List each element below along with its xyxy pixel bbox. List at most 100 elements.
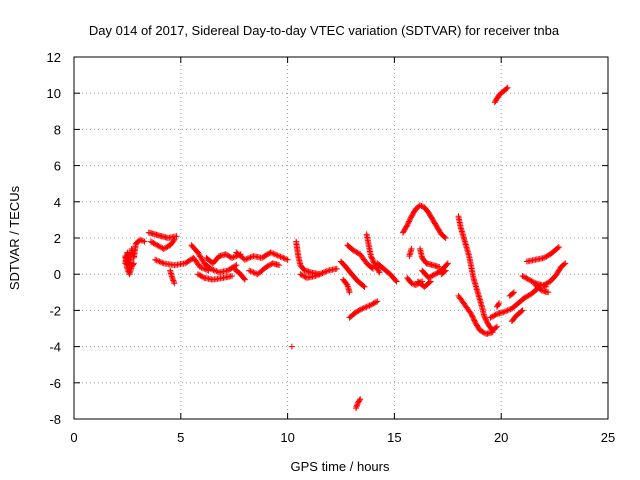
- data-point: [493, 323, 500, 330]
- data-point: [504, 307, 511, 314]
- data-point: [542, 254, 549, 261]
- data-point: [375, 268, 382, 275]
- data-point: [233, 262, 240, 269]
- data-point: [354, 402, 361, 409]
- data-point: [284, 256, 291, 263]
- data-point: [374, 298, 381, 305]
- data-point: [361, 283, 368, 290]
- data-point: [229, 254, 236, 261]
- data-point: [318, 270, 325, 277]
- data-point: [444, 260, 451, 267]
- data-point: [525, 276, 532, 283]
- data-point: [483, 318, 490, 325]
- data-point: [506, 306, 513, 313]
- data-point: [523, 275, 530, 282]
- data-point: [194, 271, 201, 278]
- data-point: [492, 324, 499, 331]
- data-point: [350, 247, 357, 254]
- data-point: [369, 256, 376, 263]
- data-point: [425, 274, 432, 281]
- data-point: [140, 238, 147, 245]
- data-point: [441, 268, 448, 275]
- data-point: [155, 257, 162, 264]
- data-point: [542, 281, 549, 288]
- data-point: [433, 270, 440, 277]
- data-point: [491, 312, 498, 319]
- data-point: [443, 261, 450, 268]
- data-point: [273, 251, 280, 258]
- data-point: [155, 242, 162, 249]
- data-point: [521, 294, 528, 301]
- data-point: [231, 253, 238, 260]
- data-point: [271, 251, 278, 258]
- data-point: [173, 233, 180, 240]
- data-point: [407, 215, 414, 222]
- data-point: [357, 396, 364, 403]
- data-point: [199, 265, 206, 272]
- data-point: [363, 303, 370, 310]
- data-point: [442, 267, 449, 274]
- data-point: [213, 268, 220, 275]
- data-point: [482, 316, 489, 323]
- data-point: [367, 301, 374, 308]
- data-point: [487, 314, 494, 321]
- x-tick-label: 10: [280, 430, 294, 445]
- chart-title: Day 014 of 2017, Sidereal Day-to-day VTE…: [89, 23, 560, 38]
- data-point: [171, 236, 178, 243]
- data-point: [471, 317, 478, 324]
- data-point: [297, 271, 304, 278]
- x-tick-label: 15: [387, 430, 401, 445]
- data-point: [222, 251, 229, 258]
- data-point: [504, 84, 511, 91]
- data-point: [274, 252, 281, 259]
- data-point: [529, 278, 536, 285]
- data-point: [149, 239, 156, 246]
- data-point: [200, 274, 207, 281]
- data-point: [249, 268, 255, 275]
- data-point: [430, 271, 437, 278]
- data-point: [130, 260, 137, 267]
- data-point: [362, 304, 369, 311]
- data-point: [441, 234, 448, 241]
- data-point: [241, 275, 248, 282]
- data-point: [405, 219, 412, 226]
- data-point: [229, 273, 236, 280]
- data-point: [376, 269, 383, 276]
- data-point: [366, 302, 373, 309]
- data-point: [196, 271, 203, 278]
- data-point: [370, 259, 377, 266]
- data-point: [373, 299, 380, 306]
- data-point: [528, 278, 535, 285]
- data-point: [519, 307, 526, 314]
- data-point: [431, 271, 438, 278]
- data-point: [319, 269, 326, 276]
- data-point: [531, 279, 538, 286]
- data-point: [277, 253, 284, 260]
- data-point: [322, 268, 329, 275]
- data-point: [358, 306, 365, 313]
- data-point: [545, 289, 552, 296]
- data-point: [247, 268, 254, 275]
- data-point: [543, 280, 550, 287]
- data-point: [163, 244, 170, 251]
- data-point: [562, 260, 569, 267]
- data-point: [209, 266, 216, 273]
- data-point: [481, 314, 488, 321]
- data-point: [371, 299, 378, 306]
- data-point: [356, 307, 363, 314]
- data-point: [484, 319, 491, 326]
- data-point: [225, 252, 232, 259]
- tick-labels: 0 5 10 15 20 25 -8 -6 -4 -2 0 2 4 6 8 10 12: [47, 50, 616, 445]
- data-point: [353, 249, 360, 256]
- data-point: [278, 254, 285, 261]
- data-point: [333, 265, 340, 272]
- data-point: [164, 243, 171, 250]
- data-point: [197, 263, 204, 270]
- x-tick-label: 25: [601, 430, 615, 445]
- data-point: [353, 403, 360, 410]
- y-tick-label: -4: [49, 340, 61, 355]
- y-tick-label: 0: [54, 267, 61, 282]
- data-point: [298, 271, 305, 278]
- data-point: [544, 279, 551, 286]
- data-point: [169, 274, 176, 281]
